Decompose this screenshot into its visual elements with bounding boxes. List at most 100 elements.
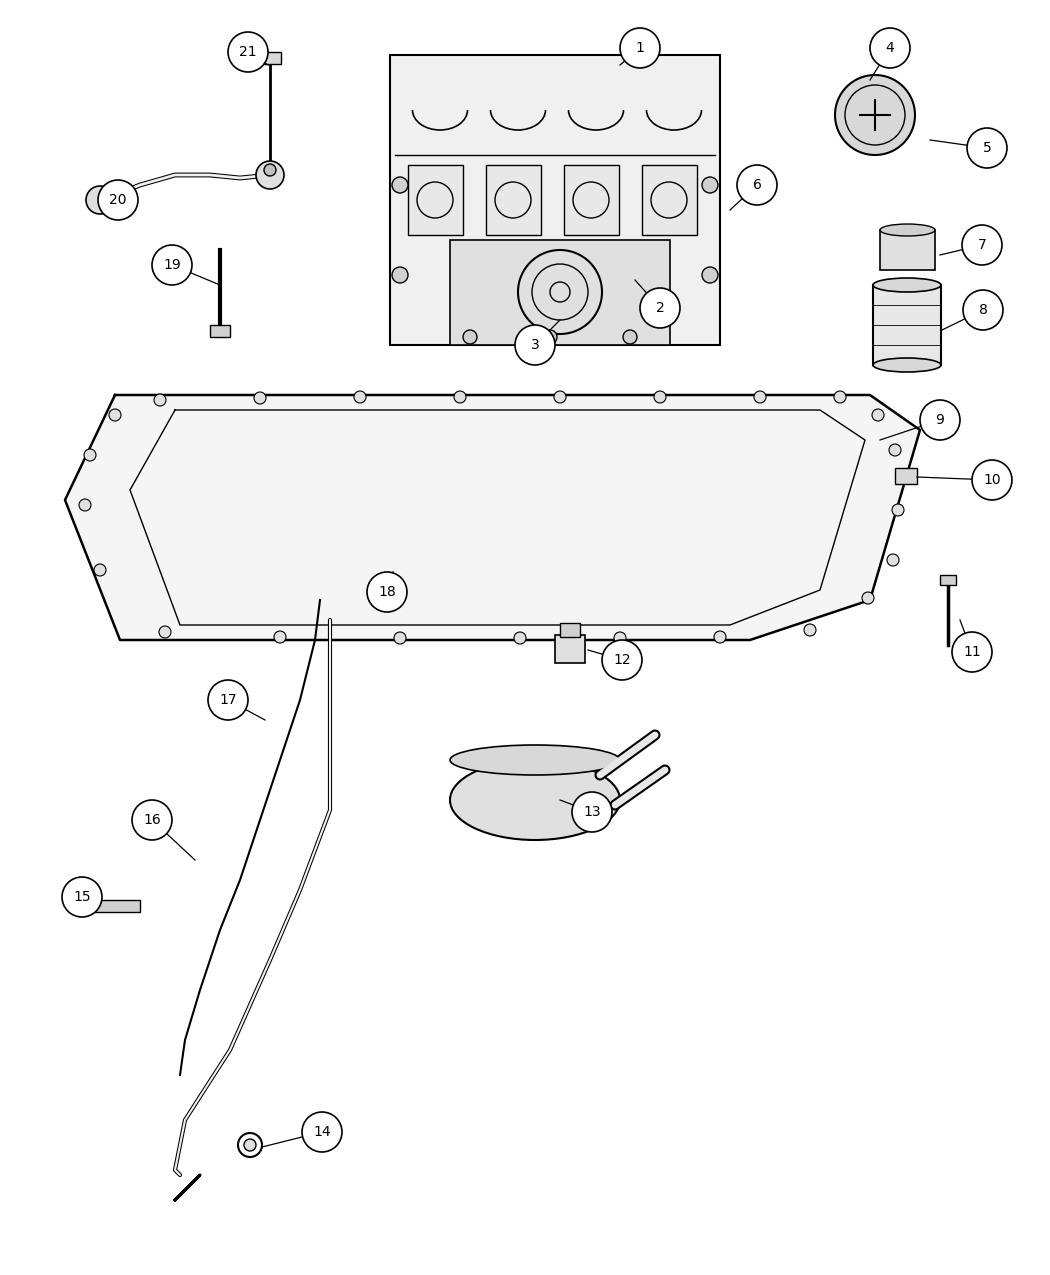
Circle shape [392,177,408,193]
Ellipse shape [450,760,620,840]
Bar [564,164,620,235]
Circle shape [302,1112,342,1153]
Circle shape [154,394,166,405]
Circle shape [159,626,171,638]
Circle shape [623,330,637,344]
Text: 16: 16 [143,813,161,827]
Circle shape [86,186,114,214]
Text: 14: 14 [313,1125,331,1139]
Text: 4: 4 [885,41,895,55]
Circle shape [862,592,874,604]
Circle shape [454,391,466,403]
Circle shape [614,632,626,644]
Bar [560,623,580,638]
Circle shape [94,564,106,576]
Circle shape [264,164,276,176]
Bar [408,164,463,235]
Bar [555,635,585,663]
Circle shape [394,632,406,644]
Circle shape [84,449,96,462]
Circle shape [514,632,526,644]
Text: 6: 6 [753,179,761,193]
Text: 9: 9 [936,413,944,427]
FancyBboxPatch shape [390,55,720,346]
Circle shape [244,1139,256,1151]
Bar [450,240,670,346]
Circle shape [514,325,555,365]
Circle shape [714,631,726,643]
Ellipse shape [873,278,941,292]
Circle shape [737,164,777,205]
Circle shape [972,460,1012,500]
Bar [210,325,230,337]
Text: 10: 10 [983,473,1001,487]
Circle shape [702,266,718,283]
Circle shape [967,128,1007,168]
Text: 17: 17 [219,694,237,708]
Circle shape [152,245,192,286]
Bar [642,164,697,235]
Bar [259,52,281,64]
Ellipse shape [450,745,620,775]
Circle shape [554,391,566,403]
Bar [873,286,941,365]
Circle shape [952,632,992,672]
Circle shape [872,409,884,421]
Text: 21: 21 [239,45,257,59]
Circle shape [870,28,910,68]
Circle shape [963,289,1003,330]
Text: 18: 18 [378,585,396,599]
Circle shape [543,330,556,344]
Bar [486,164,541,235]
Circle shape [887,555,899,566]
Circle shape [702,177,718,193]
Circle shape [72,892,88,908]
Ellipse shape [873,358,941,372]
Text: 19: 19 [163,258,181,272]
Text: 2: 2 [655,301,665,315]
Circle shape [892,504,904,516]
Bar [75,900,140,912]
Circle shape [640,288,680,328]
Circle shape [463,330,477,344]
Circle shape [920,400,960,440]
Circle shape [962,224,1002,265]
Text: 1: 1 [635,41,645,55]
Circle shape [392,266,408,283]
Circle shape [109,409,121,421]
Circle shape [62,877,102,917]
Circle shape [228,32,268,71]
Circle shape [132,799,172,840]
Circle shape [602,640,642,680]
Circle shape [369,588,387,606]
Circle shape [256,161,284,189]
Circle shape [368,572,407,612]
Text: 20: 20 [109,193,127,207]
Circle shape [79,499,91,511]
Ellipse shape [880,224,934,236]
Circle shape [754,391,766,403]
Text: 11: 11 [963,645,981,659]
Text: 12: 12 [613,653,631,667]
Circle shape [572,792,612,833]
Circle shape [354,391,366,403]
Text: 7: 7 [978,238,986,252]
Circle shape [835,75,915,156]
Bar [880,230,934,270]
Circle shape [889,444,901,456]
Text: 15: 15 [74,890,90,904]
Text: 13: 13 [583,805,601,819]
Circle shape [804,623,816,636]
Circle shape [254,391,266,404]
Bar [940,575,956,585]
Text: 3: 3 [530,338,540,352]
Circle shape [98,180,138,221]
Circle shape [834,391,846,403]
Polygon shape [65,395,920,640]
Text: 5: 5 [983,142,991,156]
Circle shape [208,680,248,720]
Circle shape [654,391,666,403]
Text: 8: 8 [979,303,987,317]
Circle shape [620,28,660,68]
Circle shape [274,631,286,643]
